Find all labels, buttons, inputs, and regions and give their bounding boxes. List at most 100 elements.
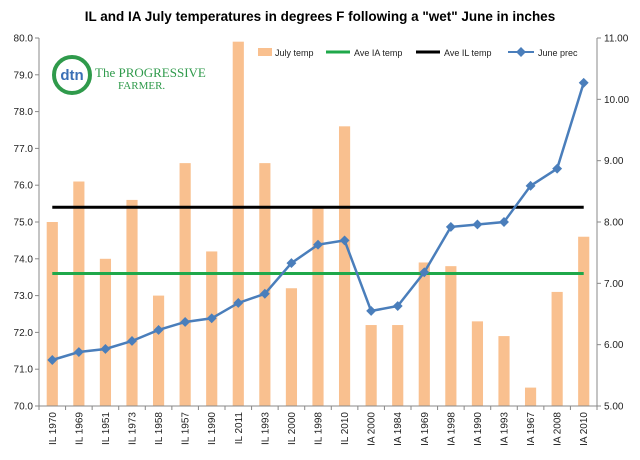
marker-june-prec — [339, 235, 350, 246]
right-tick-label: 11.00 — [604, 34, 629, 45]
bar-july-temp — [418, 262, 430, 406]
left-tick-label: 77.0 — [14, 144, 34, 155]
marker-june-prec — [233, 298, 244, 308]
chart-title: IL and IA July temperatures in degrees F… — [85, 9, 555, 24]
right-tick-label: 6.00 — [604, 340, 624, 351]
marker-june-prec — [180, 317, 191, 327]
x-tick-label: IL 2010 — [340, 412, 351, 445]
bar-july-temp — [46, 222, 58, 406]
left-tick-label: 75.0 — [14, 218, 34, 229]
x-tick-label: IL 1958 — [154, 412, 165, 445]
legend-swatch-july-temp — [258, 48, 272, 56]
right-tick-label: 9.00 — [604, 156, 624, 167]
left-tick-label: 78.0 — [14, 107, 34, 118]
left-tick-label: 73.0 — [14, 291, 34, 302]
x-tick-label: IL 2011 — [234, 412, 245, 445]
marker-june-prec — [419, 267, 430, 278]
bar-july-temp — [206, 251, 218, 406]
bar-july-temp — [99, 258, 112, 406]
right-axis-ticks: 5.00 6.00 7.00 8.00 9.00 10.00 11.00 — [597, 34, 629, 413]
bar-july-temp — [73, 181, 85, 406]
left-tick-label: 70.0 — [14, 402, 34, 413]
legend-label-july-temp: July temp — [275, 48, 314, 58]
x-tick-label: IL 1969 — [74, 412, 85, 445]
average-lines-layer — [52, 205, 584, 276]
bar-july-temp — [232, 41, 244, 407]
right-tick-label: 8.00 — [604, 218, 624, 229]
legend-marker-june-prec — [516, 47, 526, 57]
left-tick-label: 72.0 — [14, 328, 34, 339]
x-tick-label: IA 2008 — [553, 412, 564, 446]
marker-june-prec — [313, 239, 323, 250]
legend-label-ave-ia-temp: Ave IA temp — [354, 48, 402, 58]
marker-june-prec — [286, 258, 297, 269]
marker-june-prec — [392, 301, 403, 311]
logo-name-line2: FARMER. — [118, 80, 165, 92]
bar-layer — [46, 41, 590, 407]
marker-june-prec — [499, 217, 509, 227]
x-tick-label: IA 1998 — [446, 412, 457, 446]
x-tick-label: IL 1951 — [101, 412, 112, 445]
logo-ring — [52, 55, 92, 95]
bar-july-temp — [126, 199, 138, 406]
left-tick-label: 76.0 — [14, 181, 34, 192]
x-tick-label: IA 1967 — [526, 412, 537, 446]
marker-june-prec — [578, 77, 589, 88]
marker-june-prec — [472, 219, 483, 230]
x-tick-label: IL 1957 — [181, 412, 192, 445]
x-tick-label: IL 1998 — [314, 412, 325, 445]
x-tick-label: IA 1990 — [473, 412, 484, 446]
legend-item-ave-ia-temp: Ave IA temp — [326, 48, 402, 58]
marker-june-prec — [259, 288, 270, 299]
left-axis-ticks: 70.0 71.0 72.0 73.0 74.0 75.0 76.0 77.0 78.0 79.0… — [14, 34, 39, 413]
bar-july-temp — [285, 288, 298, 406]
bar-july-temp — [312, 207, 324, 406]
bar-july-temp — [445, 266, 457, 406]
logo-name-line1: The PROGRESSIVE — [95, 65, 206, 80]
legend-label-ave-il-temp: Ave IL temp — [444, 48, 492, 58]
x-tick-label: IA 1993 — [500, 412, 511, 446]
left-tick-label: 74.0 — [14, 254, 34, 265]
left-tick-label: 71.0 — [14, 365, 34, 376]
dtn-progressive-farmer-logo: dtn The PROGRESSIVE FARMER. — [52, 55, 206, 95]
x-tick-label: IL 1993 — [260, 412, 271, 445]
right-tick-label: 10.00 — [604, 95, 629, 106]
marker-june-prec — [206, 313, 217, 324]
x-tick-label: IA 1984 — [393, 412, 404, 446]
marker-june-prec — [127, 336, 137, 346]
left-tick-label: 79.0 — [14, 70, 34, 81]
marker-june-prec — [525, 180, 536, 191]
bar-july-temp — [392, 325, 404, 406]
bar-july-temp — [578, 236, 590, 406]
legend: July temp Ave IA temp Ave IL temp June p… — [258, 47, 578, 58]
bar-july-temp — [338, 126, 351, 406]
x-tick-label: IL 1990 — [207, 412, 218, 445]
bar-july-temp — [259, 163, 271, 406]
right-tick-label: 7.00 — [604, 279, 624, 290]
marker-june-prec — [366, 305, 377, 316]
legend-item-ave-il-temp: Ave IL temp — [416, 48, 492, 58]
bar-july-temp — [498, 336, 510, 406]
right-tick-label: 5.00 — [604, 402, 624, 413]
marker-june-prec — [445, 221, 456, 232]
precip-line-layer — [47, 77, 589, 365]
x-tick-label: IA 1969 — [420, 412, 431, 446]
bar-july-temp — [524, 387, 537, 406]
bar-july-temp — [471, 321, 484, 406]
x-tick-label: IA 2010 — [579, 412, 590, 446]
bar-july-temp — [152, 295, 165, 406]
legend-item-july-temp: July temp — [258, 48, 314, 58]
bar-july-temp — [179, 163, 191, 406]
x-tick-label: IL 2000 — [287, 412, 298, 445]
bar-july-temp — [551, 291, 563, 406]
left-tick-label: 80.0 — [14, 34, 34, 45]
x-axis-ticks: IL 1970 IL 1969 IL 1951 IL 1973 IL 1958 IL 19… — [38, 406, 598, 446]
marker-june-prec — [552, 163, 563, 174]
x-tick-label: IL 1970 — [48, 412, 59, 445]
x-tick-label: IA 2000 — [367, 412, 378, 446]
legend-label-june-prec: June prec — [538, 48, 578, 58]
logo-dtn-text: dtn — [60, 67, 83, 84]
bar-july-temp — [365, 325, 377, 406]
